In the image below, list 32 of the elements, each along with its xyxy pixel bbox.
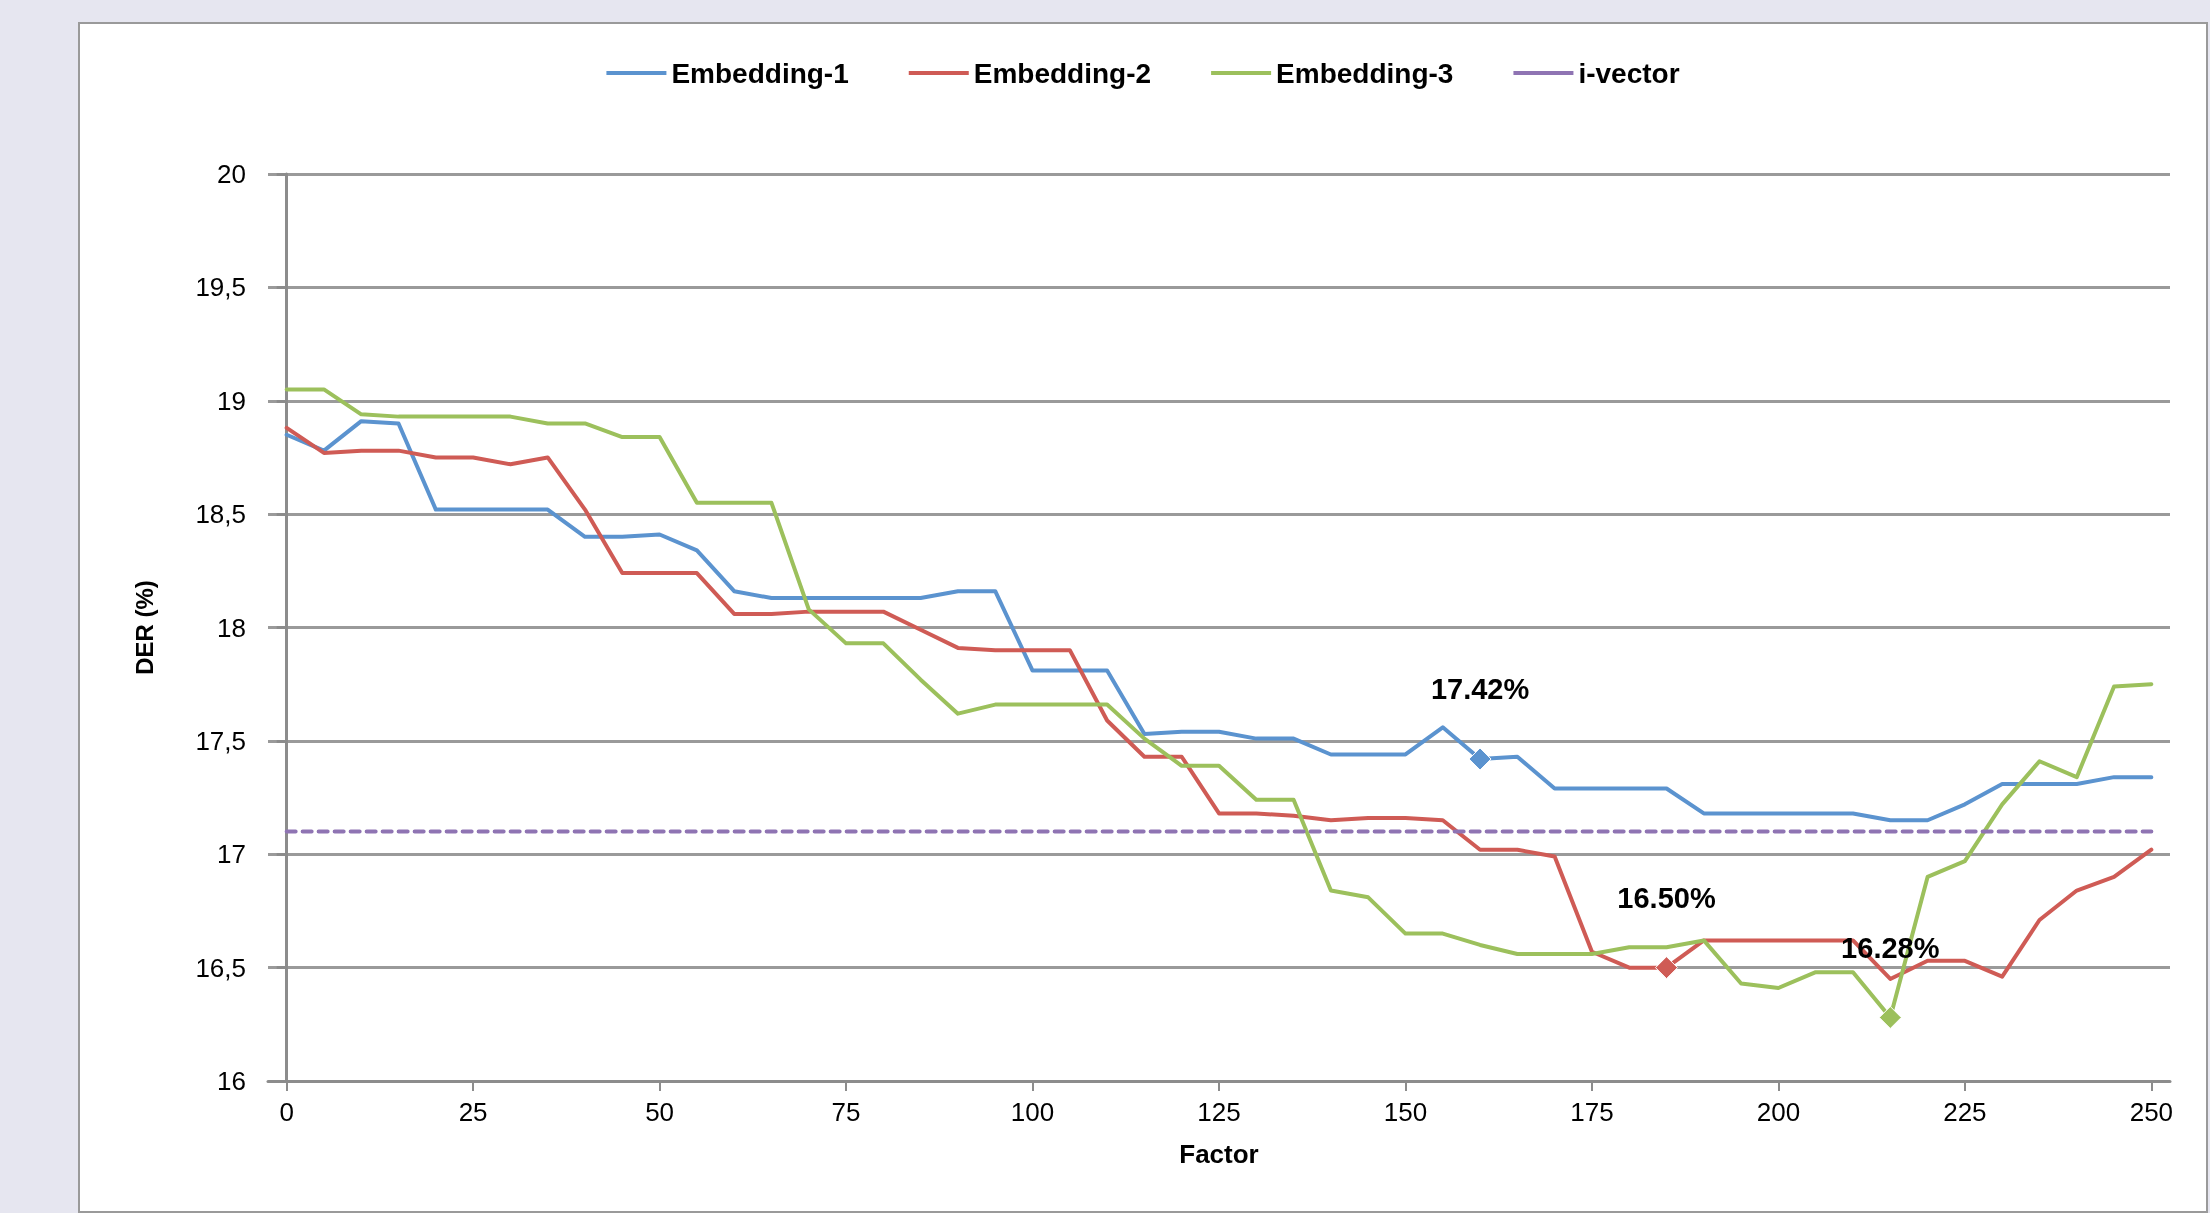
legend-label: Embedding-3 — [1276, 57, 1454, 89]
y-tick-label: 19,5 — [195, 272, 246, 303]
x-tick-label: 175 — [1570, 1097, 1614, 1127]
legend-label: Embedding-2 — [973, 57, 1152, 89]
y-tick-label: 17,5 — [195, 725, 246, 756]
x-axis-title: Factor — [1179, 1139, 1259, 1169]
y-axis-title: DER (%) — [130, 580, 158, 675]
legend-label: i-vector — [1578, 57, 1680, 89]
point — [1878, 1006, 1902, 1030]
x-tick-label: 50 — [645, 1097, 675, 1127]
y-tick-label: 19 — [217, 385, 246, 416]
x-tick-label: 100 — [1010, 1097, 1055, 1127]
x-tick-label: 0 — [279, 1097, 294, 1127]
x-tick-label: 250 — [2129, 1097, 2174, 1127]
x-tick-label: 225 — [1943, 1097, 1987, 1127]
y-tick-label: 18,5 — [195, 499, 246, 530]
y-tick-label: 16 — [217, 1066, 246, 1096]
point — [1468, 747, 1492, 771]
legend-label: Embedding-1 — [671, 57, 849, 89]
x-tick-label: 75 — [831, 1097, 861, 1127]
line-series — [284, 419, 2154, 823]
x-tick-label: 200 — [1756, 1097, 1801, 1127]
point — [1655, 956, 1679, 980]
annotation: 17.42% — [1430, 673, 1530, 706]
y-tick-label: 16,5 — [195, 952, 246, 983]
y-tick-label: 20 — [217, 159, 246, 189]
annotation: 16.50% — [1617, 881, 1716, 914]
x-tick-label: 25 — [458, 1097, 488, 1127]
y-tick-label: 17 — [217, 839, 246, 870]
y-tick-label: 18 — [217, 612, 246, 643]
x-tick-label: 125 — [1197, 1097, 1241, 1127]
x-tick-label: 150 — [1383, 1097, 1428, 1127]
